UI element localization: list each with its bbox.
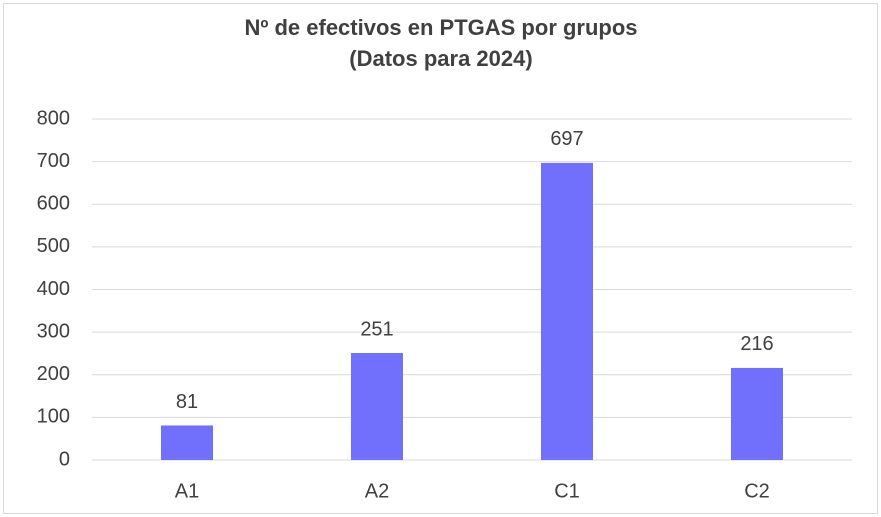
data-label: 216 (740, 333, 773, 355)
y-tick-label: 200 (37, 363, 70, 385)
x-tick-label: A1 (175, 480, 199, 502)
bar (351, 353, 403, 460)
bar (731, 367, 783, 460)
y-tick-label: 800 (37, 107, 70, 129)
chart-title: Nº de efectivos en PTGAS por grupos (244, 15, 637, 40)
y-tick-label: 0 (59, 448, 70, 470)
y-tick-label: 500 (37, 235, 70, 257)
data-label: 81 (176, 391, 198, 413)
data-label: 697 (550, 128, 583, 150)
y-tick-label: 600 (37, 193, 70, 215)
y-tick-label: 100 (37, 406, 70, 428)
chart-subtitle: (Datos para 2024) (349, 46, 532, 71)
y-tick-label: 400 (37, 278, 70, 300)
bar (161, 425, 213, 460)
x-tick-label: C1 (554, 480, 580, 502)
y-tick-label: 300 (37, 320, 70, 342)
y-tick-label: 700 (37, 150, 70, 172)
x-tick-label: A2 (365, 480, 389, 502)
x-tick-label: C2 (744, 480, 770, 502)
bar (541, 162, 593, 460)
data-label: 251 (360, 318, 393, 340)
